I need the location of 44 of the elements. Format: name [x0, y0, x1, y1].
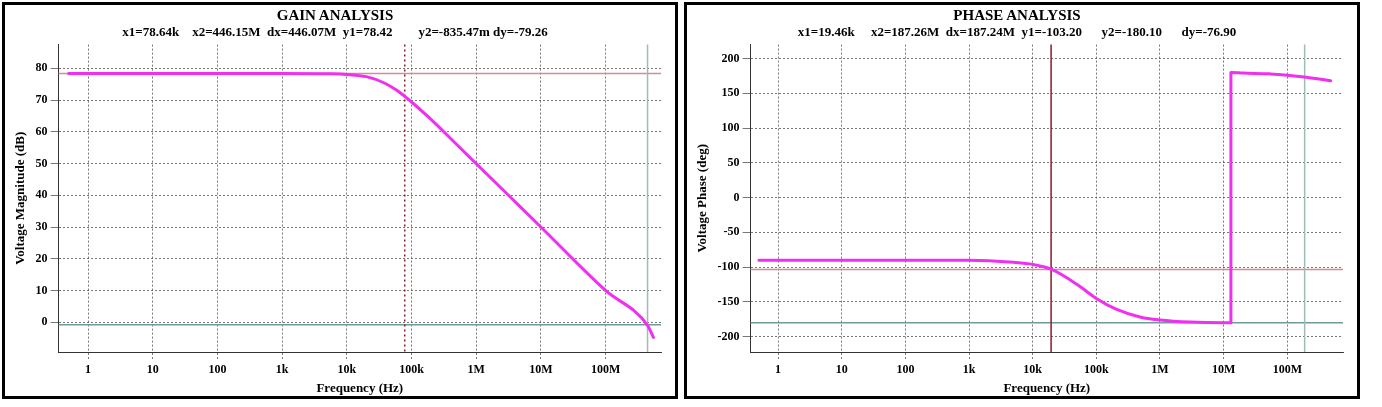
chart-title: PHASE ANALYSIS — [953, 6, 1081, 23]
x-tick-label: 100k — [399, 362, 425, 377]
x-tick-label: 10M — [529, 362, 553, 377]
x-axis-title: Frequency (Hz) — [316, 379, 404, 395]
y-tick-label: 200 — [721, 50, 740, 65]
y-tick-label: 10 — [35, 282, 48, 297]
x-tick-label: 10k — [1023, 362, 1043, 377]
y-tick-label: 80 — [35, 60, 48, 75]
y-tick-label: 60 — [35, 123, 48, 138]
y-tick-label: 0 — [733, 189, 740, 204]
chart-title: GAIN ANALYSIS — [276, 6, 394, 23]
y-tick-label: 70 — [35, 92, 48, 107]
x-tick-label: 10 — [835, 362, 848, 377]
x-tick-label: 1k — [275, 362, 289, 377]
x-tick-label: 100M — [1272, 362, 1302, 377]
y-tick-label: 50 — [35, 155, 48, 170]
x-tick-label: 1M — [467, 362, 485, 377]
y-tick-label: -50 — [723, 224, 740, 239]
x-tick-label: 1 — [85, 362, 92, 377]
y-tick-label: -100 — [717, 259, 740, 274]
x-tick-label: 1k — [962, 362, 976, 377]
chart-subtitle: x1=19.46k x2=187.26M dx=187.24M y1=-103.20 y2=-180.10 dy=-76.90 — [797, 24, 1237, 40]
y-tick-label: 0 — [41, 314, 48, 329]
y-axis-title: Voltage Phase (deg) — [694, 144, 710, 253]
y-tick-label: 40 — [35, 187, 48, 202]
y-tick-label: -150 — [717, 294, 740, 309]
y-tick-label: 50 — [727, 154, 740, 169]
y-tick-label: 100 — [721, 120, 740, 135]
x-tick-label: 10k — [337, 362, 357, 377]
x-tick-label: 1 — [775, 362, 782, 377]
x-tick-label: 100 — [896, 362, 915, 377]
y-tick-label: 30 — [35, 219, 48, 234]
x-axis-title: Frequency (Hz) — [1003, 379, 1091, 395]
y-axis-title: Voltage Magnitude (dB) — [12, 131, 28, 265]
x-tick-label: 100 — [208, 362, 227, 377]
x-tick-label: 10M — [1211, 362, 1236, 377]
x-tick-label: 100M — [590, 362, 621, 377]
y-tick-label: 150 — [721, 85, 740, 100]
y-tick-label: -200 — [717, 328, 740, 343]
chart-subtitle: x1=78.64k x2=446.15M dx=446.07M y1=78.42 y2=-835.47m dy=-79.26 — [122, 24, 549, 40]
x-tick-label: 100k — [1084, 362, 1109, 377]
y-tick-label: 20 — [35, 250, 48, 265]
x-tick-label: 1M — [1151, 362, 1169, 377]
x-tick-label: 10 — [146, 362, 159, 377]
